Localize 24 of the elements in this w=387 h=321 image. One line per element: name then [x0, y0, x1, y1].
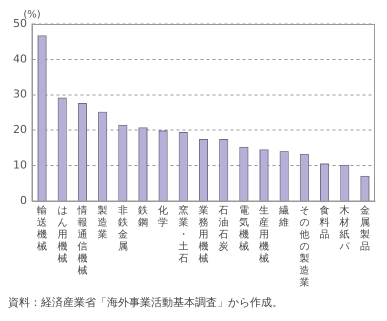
- x-tick-label: 木材紙パ: [338, 204, 351, 253]
- x-tick-label: 非鉄金属: [118, 204, 128, 253]
- x-tick-label: 業務用機械: [198, 204, 208, 265]
- x-tick-label: 食料品: [320, 204, 330, 241]
- x-tick-label: 金属製品: [360, 204, 370, 253]
- x-tick-label: はん用機械: [57, 206, 68, 265]
- x-tick-label: 鉄鋼: [138, 204, 148, 229]
- y-tick-label: 50: [12, 16, 27, 30]
- x-tick-label: 石油石炭: [218, 206, 229, 253]
- x-tick-label: 輸送機械: [37, 204, 48, 253]
- y-tick-label: 0: [20, 194, 27, 207]
- x-tick-label: 生産用機械: [259, 204, 270, 265]
- x-tick-label: 窯業・土石: [178, 204, 188, 265]
- x-tick-label: 情報通信機械: [76, 204, 88, 277]
- x-tick-label: その他の製造業: [299, 206, 310, 289]
- x-tick-label: 電気機械: [238, 206, 249, 253]
- x-tick-label: 製造業: [98, 204, 108, 241]
- x-tick-label: 繊維: [278, 204, 290, 229]
- y-tick-label: 40: [12, 52, 27, 66]
- y-tick-label: 10: [12, 158, 27, 172]
- y-tick-label: 20: [12, 123, 27, 136]
- x-tick-label: 化学: [158, 204, 168, 229]
- y-tick-label: 30: [12, 88, 27, 101]
- text: 資料：経済産業省「海外事業活動基本調査」から作成。: [8, 295, 284, 310]
